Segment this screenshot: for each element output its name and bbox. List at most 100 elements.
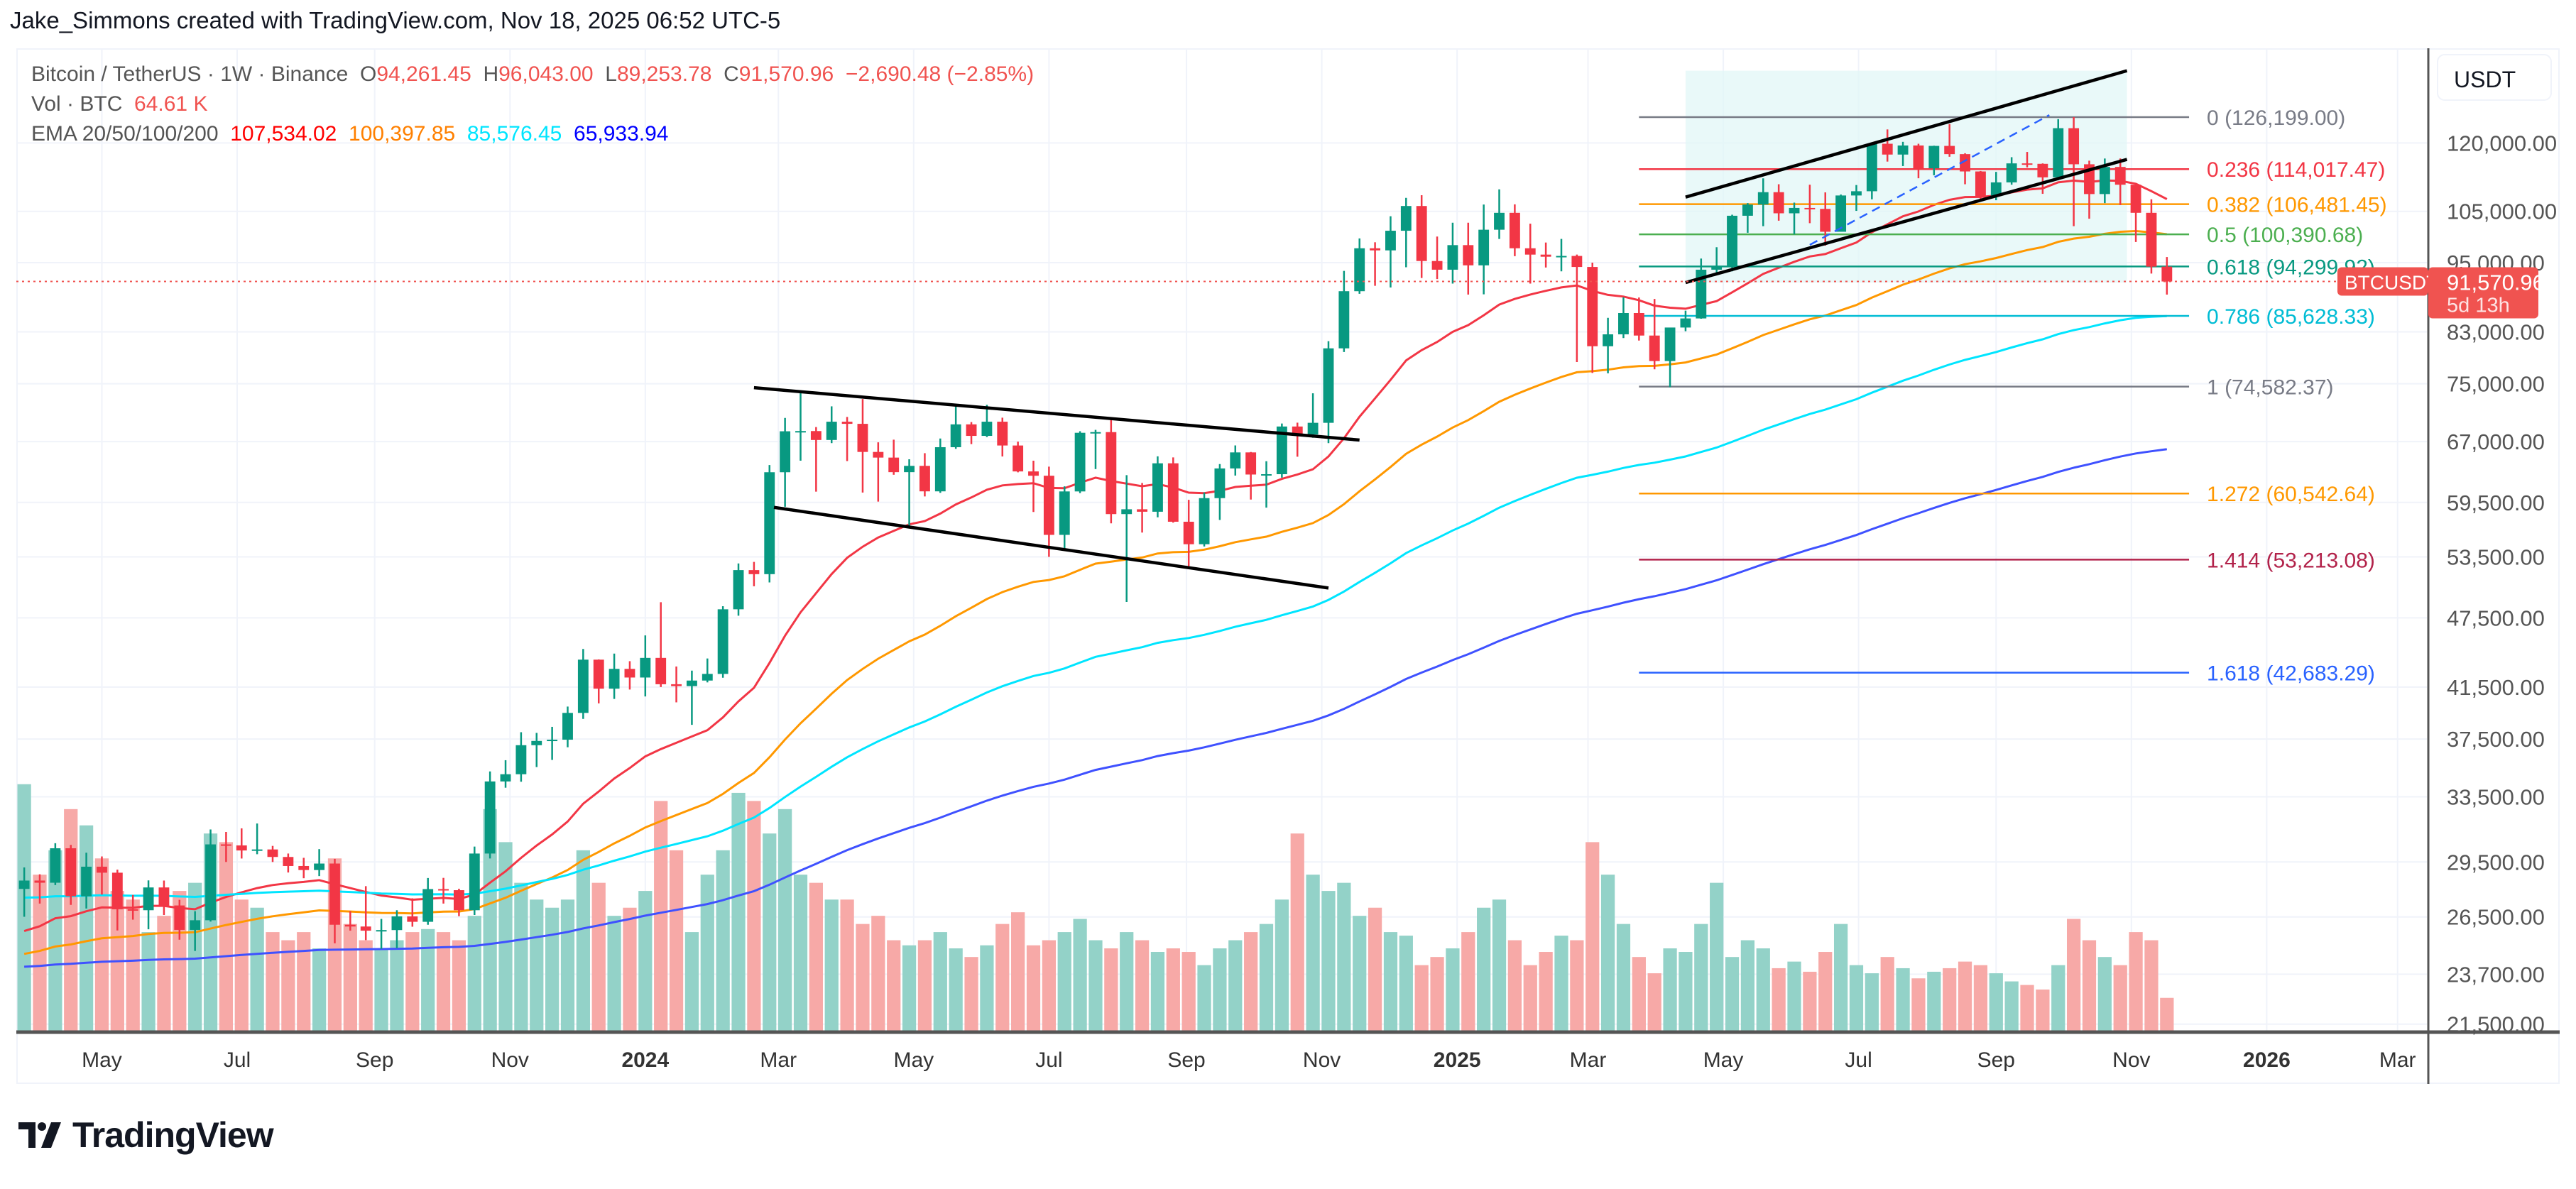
- ema-200-line: [24, 448, 2167, 968]
- candle-body: [1789, 207, 1800, 214]
- candle-body: [1727, 215, 1737, 267]
- candle-body: [422, 889, 434, 922]
- candle-body: [251, 849, 263, 851]
- open-label: O: [359, 62, 377, 86]
- candle-body: [267, 849, 278, 857]
- volume-bar: [483, 809, 497, 1031]
- time-tick-label: 2025: [1434, 1048, 1481, 1072]
- candle-body: [1338, 291, 1350, 349]
- time-tick-label: Mar: [2379, 1048, 2416, 1072]
- candle-body: [1944, 146, 1955, 155]
- tradingview-logo[interactable]: TradingView: [18, 1114, 274, 1156]
- ema-20-line: [23, 179, 2168, 933]
- volume-bar: [1446, 948, 1460, 1031]
- price-tick-label: 75,000.00: [2447, 372, 2545, 397]
- candle-body: [686, 680, 697, 686]
- candle-body: [220, 844, 231, 846]
- volume-bar: [887, 940, 901, 1031]
- candle-body: [298, 865, 310, 870]
- candle-body: [531, 740, 542, 745]
- candle-body: [888, 457, 900, 473]
- volume-bar: [1461, 932, 1475, 1031]
- candle-body: [733, 570, 744, 610]
- volume-bar: [1197, 965, 1211, 1031]
- candle-body: [190, 920, 201, 930]
- volume-bar: [1477, 907, 1491, 1031]
- candle-body: [158, 887, 170, 906]
- volume-bar: [1523, 965, 1537, 1031]
- time-tick-label: May: [1703, 1048, 1744, 1072]
- volume-bar: [1057, 932, 1071, 1031]
- trendline-channel-upper: [1685, 69, 2128, 199]
- candle-body: [1106, 432, 1117, 515]
- candle-body: [360, 926, 371, 931]
- candle-body: [1245, 452, 1257, 475]
- price-axis[interactable]: 120,000.00105,000.0095,000.0083,000.0075…: [2447, 131, 2557, 1036]
- volume-bar: [452, 940, 466, 1031]
- time-tick-label: 2026: [2243, 1048, 2291, 1072]
- candle-body: [34, 880, 45, 883]
- volume-bar: [1833, 924, 1848, 1031]
- time-axis[interactable]: May Jul Sep Nov 2024 Mar May Jul Sep Nov 2025 Mar Ma…: [82, 1048, 2416, 1072]
- volume-bar: [576, 850, 590, 1031]
- symbol-title[interactable]: Bitcoin / TetherUS · 1W · Binance: [31, 62, 349, 86]
- time-tick-label: Sep: [1977, 1048, 2015, 1072]
- ema200-value: 65,933.94: [574, 122, 669, 146]
- ema-label[interactable]: EMA 20/50/100/200: [31, 122, 219, 146]
- volume-bar: [1244, 932, 1258, 1031]
- legend-ohlc-row: Bitcoin / TetherUS · 1W · Binance O94,26…: [31, 60, 1034, 89]
- volume-bar: [1647, 973, 1661, 1031]
- candle-body: [314, 863, 325, 870]
- candle-body: [1276, 426, 1287, 475]
- volume-bar: [2097, 957, 2112, 1031]
- volume-bar: [638, 891, 653, 1031]
- candle-body: [1230, 452, 1241, 469]
- candle-body: [50, 848, 61, 883]
- volume-bar: [1290, 833, 1304, 1031]
- candle-body: [873, 451, 884, 458]
- candle-body: [1447, 245, 1458, 270]
- price-tick-label: 41,500.00: [2447, 675, 2545, 700]
- volume-label[interactable]: Vol · BTC: [31, 92, 123, 116]
- volume-bar: [1896, 968, 1910, 1031]
- volume-bar: [1430, 957, 1444, 1031]
- candle-body: [1524, 248, 1536, 255]
- candle-body: [407, 916, 418, 922]
- fib-level-label: 1.272 (60,542.64): [2207, 483, 2375, 506]
- candle-body: [857, 424, 868, 452]
- time-tick-label: May: [82, 1048, 122, 1072]
- volume-bar: [250, 907, 264, 1031]
- candle-body: [1370, 248, 1381, 251]
- volume-bar: [1181, 952, 1196, 1031]
- volume-bar: [1849, 965, 1864, 1031]
- candle-body: [329, 863, 340, 925]
- candle-body: [127, 909, 138, 911]
- volume-bar: [2160, 997, 2174, 1031]
- candle-body: [1603, 334, 1614, 346]
- candle-body: [1385, 231, 1396, 251]
- price-tick-label: 53,500.00: [2447, 545, 2545, 570]
- last-price-label: 91,570.96: [2447, 270, 2545, 295]
- candle-body: [1183, 521, 1194, 544]
- volume-bar: [1756, 948, 1770, 1031]
- price-tick-label: 37,500.00: [2447, 727, 2545, 752]
- volume-bar: [716, 850, 730, 1031]
- candle-body: [562, 713, 573, 740]
- candle-body: [2114, 167, 2126, 185]
- candle-body: [950, 424, 961, 447]
- volume-bar: [560, 899, 575, 1031]
- trendlines[interactable]: [753, 69, 2128, 590]
- candle-body: [1323, 348, 1334, 423]
- candle-body: [1043, 476, 1054, 535]
- candle-body: [795, 431, 806, 433]
- volume-bar: [1616, 924, 1631, 1031]
- volume-bar: [1321, 891, 1336, 1031]
- currency-button[interactable]: USDT: [2437, 54, 2552, 101]
- volume-bar: [1694, 924, 1708, 1031]
- volume-bar: [1306, 875, 1320, 1031]
- candle-body: [1866, 143, 1877, 192]
- volume-bar: [2082, 940, 2097, 1031]
- low-label: L: [605, 62, 617, 86]
- volume-bar: [840, 899, 854, 1031]
